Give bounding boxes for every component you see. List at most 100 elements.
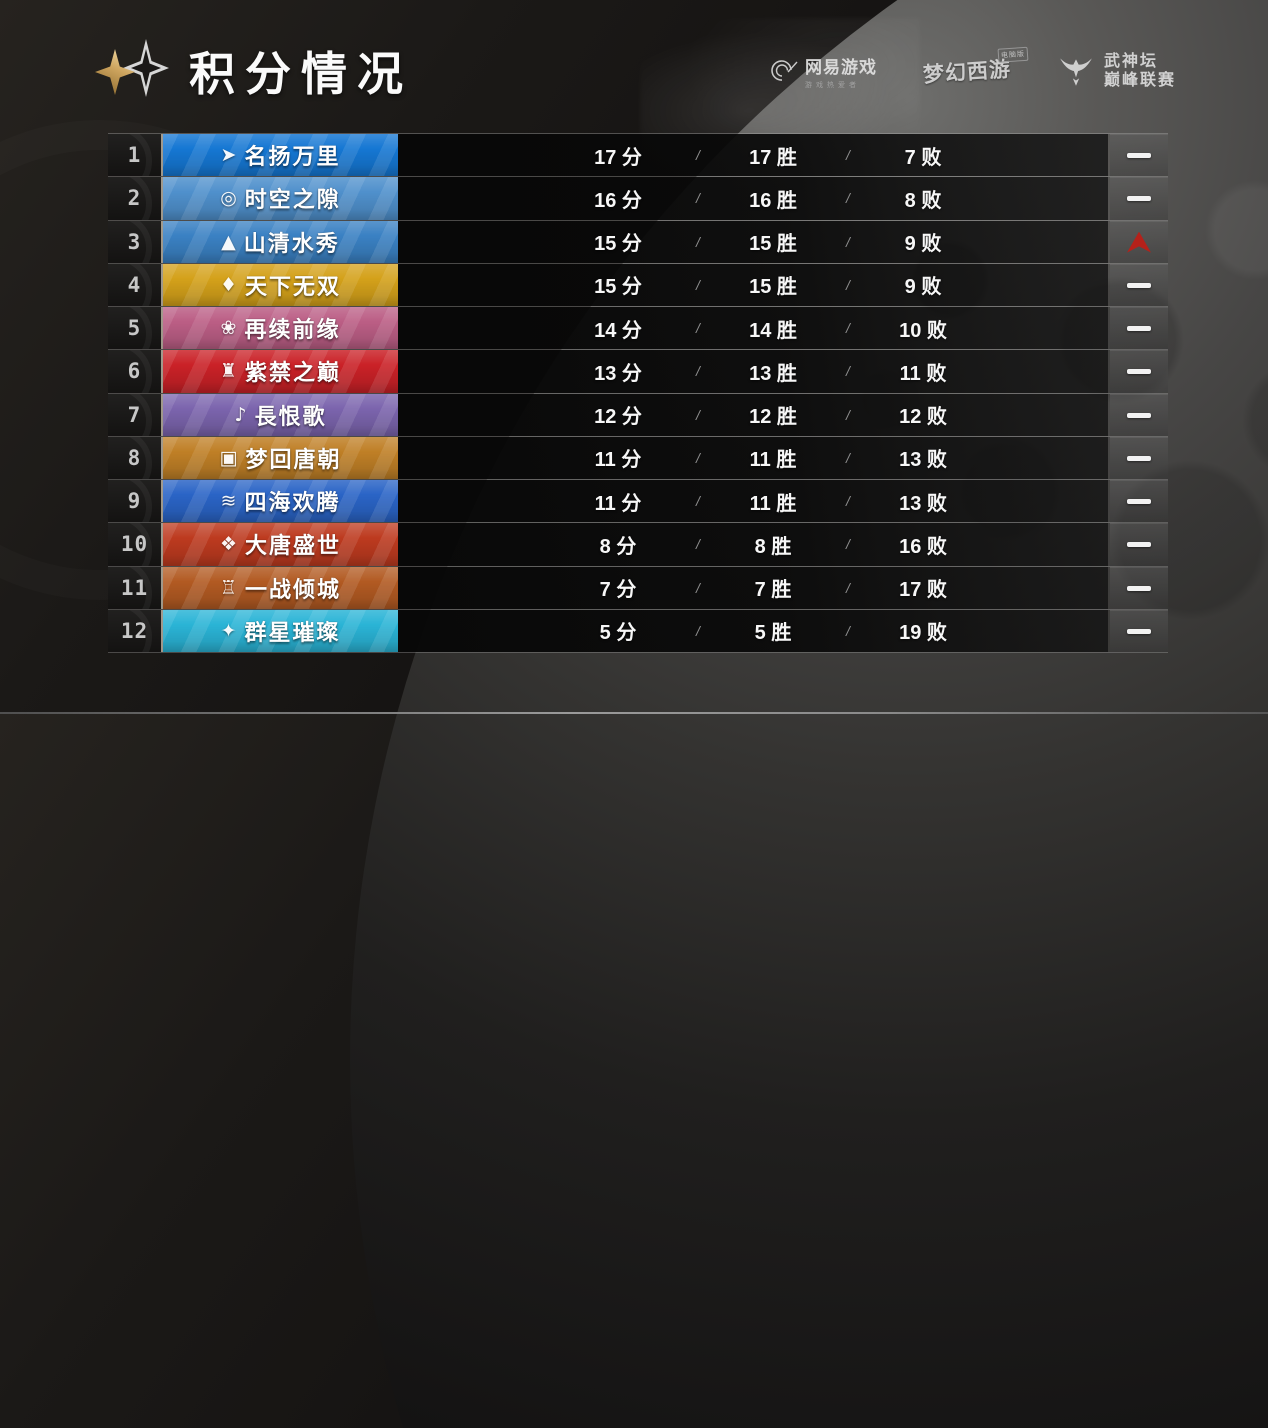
wins-value: 13 胜 — [749, 362, 797, 385]
rank-number: 7 — [127, 402, 142, 427]
dash-icon — [1127, 282, 1151, 288]
league-logo-line1: 武神坛 — [1103, 53, 1158, 70]
points-value: 5 分 — [599, 622, 637, 645]
points-value: 13 分 — [594, 362, 642, 385]
team-banner: ≋ 四海欢腾 — [163, 480, 398, 523]
points-value: 12 分 — [594, 406, 642, 429]
slash-divider: / — [846, 276, 850, 293]
standings-table: 1 ➤ 名扬万里 17 分 / 17 胜 / 7 败 2 ◎ 时空之隙 16 分… — [108, 133, 1168, 653]
wins-value: 8 胜 — [754, 535, 792, 558]
slash-divider: / — [846, 622, 850, 639]
team-banner: ♦ 天下无双 — [163, 263, 398, 306]
points-value: 11 分 — [594, 449, 642, 472]
wins-value: 17 胜 — [749, 146, 797, 169]
points-value: 7 分 — [599, 579, 637, 602]
rank-number: 2 — [127, 186, 142, 211]
slash-divider: / — [846, 363, 850, 380]
team-name: 梦回唐朝 — [245, 446, 342, 472]
shield-icon: ♦ — [219, 273, 238, 296]
dash-icon — [1127, 585, 1151, 591]
losses-value: 7 败 — [904, 146, 942, 169]
dash-icon — [1127, 499, 1151, 505]
trend-indicator — [1110, 350, 1168, 393]
score-area: 5 分 / 5 胜 / 19 败 — [398, 609, 1108, 652]
league-wing-emblem-icon — [1060, 58, 1092, 86]
team-name: 名扬万里 — [244, 144, 341, 170]
netease-tagline: 游戏热爱者 — [804, 81, 860, 89]
sword-emblem-icon: ❖ — [219, 533, 238, 556]
team-banner: ♜ 紫禁之巅 — [163, 350, 398, 393]
trend-indicator — [1110, 177, 1168, 220]
score-area: 14 分 / 14 胜 / 10 败 — [398, 307, 1108, 350]
star-swirl-icon: ✦ — [220, 619, 237, 642]
tang-seal-icon: ▣ — [219, 446, 238, 469]
netease-logo-text: 网易游戏 — [804, 57, 877, 77]
netease-spiral-icon — [771, 60, 798, 81]
league-logo: 武神坛 巅峰联赛 — [1057, 52, 1176, 90]
points-value: 11 分 — [594, 492, 642, 515]
slash-divider: / — [696, 493, 700, 510]
score-area: 15 分 / 15 胜 / 9 败 — [398, 220, 1108, 263]
team-name: 山清水秀 — [243, 230, 340, 256]
wins-value: 16 胜 — [749, 189, 797, 212]
team-name: 紫禁之巅 — [245, 360, 342, 386]
slash-divider: / — [846, 579, 850, 596]
trend-indicator — [1110, 220, 1168, 263]
team-banner: ❀ 再续前缘 — [163, 307, 398, 350]
slash-divider: / — [696, 276, 700, 293]
standings-row: 1 ➤ 名扬万里 17 分 / 17 胜 / 7 败 — [108, 134, 1168, 178]
team-name: 四海欢腾 — [244, 490, 341, 516]
score-area: 17 分 / 17 胜 / 7 败 — [398, 134, 1108, 177]
rank-number: 3 — [127, 229, 142, 254]
team-banner: ➤ 名扬万里 — [163, 134, 398, 177]
slash-divider: / — [696, 320, 700, 337]
losses-value: 9 败 — [904, 233, 942, 256]
wins-value: 15 胜 — [749, 233, 797, 256]
standings-row: 2 ◎ 时空之隙 16 分 / 16 胜 / 8 败 — [108, 177, 1168, 221]
league-logo-line2: 巅峰联赛 — [1103, 72, 1176, 90]
points-value: 8 分 — [599, 535, 637, 558]
swirl-flower-icon: ❀ — [220, 317, 237, 340]
page-title: 积分情况 — [189, 48, 413, 100]
page-header: 积分情况 — [95, 38, 413, 104]
score-area: 15 分 / 15 胜 / 9 败 — [398, 263, 1108, 306]
standings-row: 3 ▲ 山清水秀 15 分 / 15 胜 / 9 败 — [108, 220, 1168, 264]
wins-value: 15 胜 — [749, 276, 797, 299]
trend-indicator — [1110, 480, 1168, 523]
dash-icon — [1127, 455, 1151, 461]
trend-indicator — [1110, 134, 1168, 177]
slash-divider: / — [846, 147, 850, 164]
standings-row: 4 ♦ 天下无双 15 分 / 15 胜 / 9 败 — [108, 263, 1168, 307]
wave-icon: ≋ — [220, 490, 237, 513]
team-name: 一战倾城 — [245, 576, 342, 602]
dash-icon — [1127, 542, 1151, 548]
dash-icon — [1127, 628, 1151, 634]
trend-indicator — [1110, 523, 1168, 566]
rank-number: 8 — [127, 445, 142, 470]
losses-value: 8 败 — [904, 189, 942, 212]
team-name: 天下无双 — [245, 273, 342, 299]
team-banner: ♪ 長恨歌 — [163, 393, 398, 436]
points-value: 15 分 — [594, 276, 642, 299]
temple-icon: ♜ — [219, 360, 238, 383]
rank-cell: 9 — [108, 480, 163, 523]
team-name: 大唐盛世 — [245, 533, 342, 559]
team-name: 長恨歌 — [254, 403, 327, 429]
wings-icon: ➤ — [220, 144, 237, 167]
slash-divider: / — [696, 579, 700, 596]
slash-divider: / — [846, 320, 850, 337]
up-arrow-icon — [1127, 231, 1151, 253]
rank-number: 9 — [127, 489, 142, 514]
rank-number: 4 — [127, 272, 142, 297]
score-area: 13 分 / 13 胜 / 11 败 — [398, 350, 1108, 393]
score-area: 12 分 / 12 胜 / 12 败 — [398, 393, 1108, 436]
sponsor-logos: 网易游戏 游戏热爱者 梦幻西游 电脑版 武神坛 巅峰联赛 — [768, 46, 1176, 90]
trend-indicator — [1110, 609, 1168, 652]
losses-value: 13 败 — [899, 492, 947, 515]
rank-cell: 5 — [108, 307, 163, 350]
losses-value: 11 败 — [899, 362, 947, 385]
standings-row: 7 ♪ 長恨歌 12 分 / 12 胜 / 12 败 — [108, 393, 1168, 437]
wins-value: 7 胜 — [754, 579, 792, 602]
slash-divider: / — [696, 406, 700, 423]
score-area: 11 分 / 11 胜 / 13 败 — [398, 480, 1108, 523]
